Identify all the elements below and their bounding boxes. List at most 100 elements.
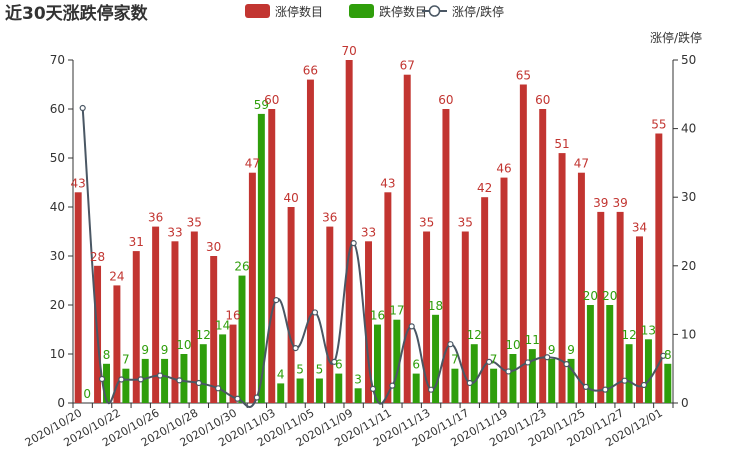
bar-limit-up [655, 133, 663, 403]
y2-tick-label: 50 [681, 53, 696, 67]
legend-label-limit-down: 跌停数目 [379, 4, 427, 19]
data-label-limit-up: 42 [477, 181, 492, 195]
bar-limit-down [490, 368, 498, 403]
bar-limit-up [306, 79, 314, 403]
data-label-limit-up: 30 [206, 240, 221, 254]
bar-limit-down [122, 368, 130, 403]
bar-limit-up [287, 207, 295, 403]
data-label-limit-up: 43 [71, 176, 86, 190]
data-label-limit-up: 16 [225, 309, 240, 323]
bar-limit-down [451, 368, 459, 403]
chart-title: 近30天涨跌停家数 [5, 3, 149, 24]
y-tick-label: 10 [50, 347, 65, 361]
data-label-limit-up: 66 [303, 64, 318, 78]
ratio-point [466, 379, 473, 387]
bar-limit-up [113, 285, 121, 403]
bar-limit-down [586, 305, 594, 403]
bar-limit-down [161, 358, 169, 403]
ratio-point [156, 372, 164, 379]
y2-tick-label: 10 [681, 327, 696, 341]
ratio-point [195, 379, 202, 387]
bar-limit-up [326, 226, 334, 403]
y-tick-label: 60 [50, 102, 65, 116]
data-label-limit-down: 12 [621, 328, 636, 342]
bar-limit-up [442, 109, 450, 403]
ratio-point [582, 383, 590, 390]
y2-tick-label: 40 [681, 122, 696, 136]
y-tick-label: 50 [50, 151, 65, 165]
ratio-point [505, 368, 512, 375]
data-label-limit-down: 26 [234, 260, 249, 274]
data-label-limit-up: 31 [129, 235, 144, 249]
bar-limit-up [190, 231, 198, 403]
ratio-series-line [81, 107, 665, 409]
ratio-point [118, 376, 125, 383]
y-tick-label: 0 [57, 396, 65, 410]
data-label-limit-down: 10 [505, 338, 520, 352]
data-label-limit-up: 40 [283, 191, 298, 205]
data-label-limit-up: 39 [593, 196, 608, 210]
data-label-limit-down: 6 [412, 358, 420, 372]
bar-limit-down [374, 324, 381, 403]
bar-limit-up [539, 109, 547, 403]
y-tick-label: 40 [50, 200, 65, 214]
bar-limit-up [210, 256, 218, 403]
legend-item-ratio[interactable]: 涨停/跌停 [422, 4, 504, 19]
data-label-limit-down: 0 [83, 387, 91, 401]
data-label-limit-up: 46 [496, 162, 511, 176]
bar-limit-up [248, 172, 256, 403]
bar-limit-up [171, 241, 179, 403]
bar-limit-down [432, 314, 440, 403]
data-label-limit-down: 17 [389, 304, 404, 318]
data-label-limit-up: 36 [322, 211, 337, 225]
y-tick-label: 70 [50, 53, 65, 67]
data-label-limit-down: 5 [316, 363, 324, 377]
data-label-limit-up: 24 [109, 269, 124, 283]
legend-label-ratio: 涨停/跌停 [452, 4, 504, 19]
data-label-limit-up: 70 [342, 44, 357, 58]
data-label-limit-down: 8 [664, 348, 672, 362]
ratio-point [389, 382, 396, 389]
bar-limit-down [257, 113, 265, 404]
bar-limit-down [548, 358, 556, 403]
bar-limit-down [277, 383, 285, 403]
bar-limit-down [180, 354, 188, 403]
ratio-point [602, 386, 609, 393]
data-label-limit-up: 34 [632, 220, 647, 234]
bar-limit-up [616, 211, 624, 403]
data-label-limit-down: 18 [428, 299, 443, 313]
ratio-point [427, 386, 435, 393]
ratio-point [253, 394, 260, 401]
ratio-point [369, 385, 377, 392]
bar-limit-down [315, 378, 323, 403]
legend-label-limit-up: 涨停数目 [275, 4, 323, 19]
data-label-limit-down: 12 [467, 328, 482, 342]
legend-item-limit-down[interactable]: 跌停数目 [349, 4, 427, 19]
ratio-point [234, 395, 241, 402]
data-label-limit-down: 9 [141, 343, 149, 357]
ratio-line [79, 104, 667, 409]
ratio-point [215, 385, 222, 392]
data-label-limit-down: 12 [196, 328, 211, 342]
data-label-limit-down: 3 [354, 372, 362, 386]
ratio-point [660, 352, 667, 359]
data-label-limit-down: 8 [103, 348, 111, 362]
data-label-limit-down: 4 [277, 367, 285, 381]
bar-limit-up [152, 226, 160, 403]
bar-limit-up [365, 241, 372, 403]
bar-limit-down [606, 305, 614, 403]
data-label-limit-up: 36 [148, 211, 163, 225]
y-tick-label: 20 [50, 298, 65, 312]
ratio-point [176, 377, 183, 384]
bar-limit-up [74, 192, 82, 403]
bar-limit-up [597, 211, 605, 403]
legend-item-limit-up[interactable]: 涨停数目 [245, 4, 323, 19]
bar-limit-down [141, 358, 149, 403]
data-label-limit-up: 47 [245, 157, 260, 171]
legend: 涨停数目 跌停数目 涨停/跌停 [245, 4, 504, 19]
ratio-point [447, 341, 454, 348]
data-label-limit-down: 59 [254, 98, 269, 112]
data-label-limit-up: 35 [458, 216, 473, 230]
ratio-point [524, 359, 531, 366]
bar-limit-up [423, 231, 431, 403]
